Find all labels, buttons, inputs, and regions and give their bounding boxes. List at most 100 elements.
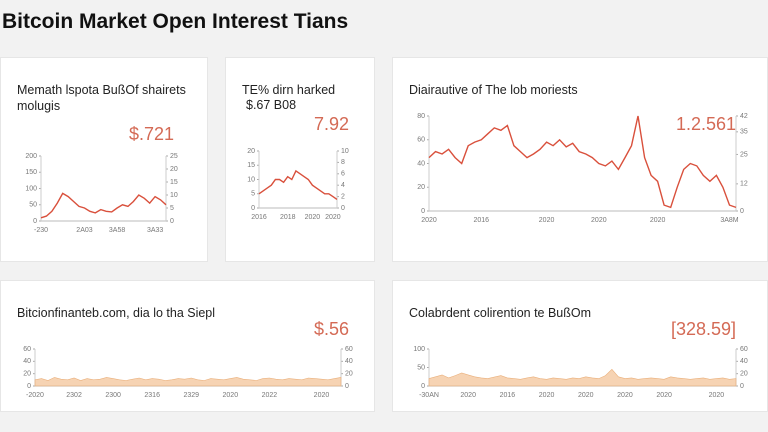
y2-tick-label: 20 — [345, 371, 353, 378]
y2-tick-label: 5 — [170, 205, 174, 212]
y2-tick-label: 40 — [740, 358, 748, 365]
card: Colabrdent colirention te BußOm [328.59] 0… — [392, 280, 768, 412]
page-title: Bitcoin Market Open Interest Tians — [2, 10, 349, 33]
x-tick-label: 2020 — [460, 392, 476, 399]
x-tick-label: 2020 — [223, 392, 239, 399]
card: Diairautive of The lob moriests 1.2.561 0 2… — [392, 57, 768, 262]
y2-tick-label: 0 — [341, 205, 345, 212]
card: TE% dirn harked $.67 B08 7.92 0 5 10 15 20 0 2 4 6 8… — [225, 57, 375, 262]
y2-tick-label: 4 — [341, 182, 345, 189]
y2-tick-label: 15 — [170, 179, 178, 186]
x-tick-label: 2022 — [262, 392, 278, 399]
x-tick-label: -30AN — [419, 392, 439, 399]
y-tick-label: 50 — [29, 202, 37, 209]
y-tick-label: 50 — [417, 364, 425, 371]
data-area — [34, 377, 342, 387]
x-tick-label: 3A58 — [109, 227, 125, 234]
y-tick-label: 15 — [247, 162, 255, 169]
x-tick-label: 2020 — [656, 392, 672, 399]
y-tick-label: 0 — [33, 218, 37, 225]
y2-tick-label: 25 — [170, 153, 178, 160]
x-tick-label: 2020 — [314, 392, 330, 399]
y2-tick-label: 35 — [740, 129, 748, 136]
card-value: [328.59] — [670, 319, 736, 339]
x-tick-label: 2329 — [183, 392, 199, 399]
chart: 0 50 100 150 200 0 5 10 15 20 25 -230 2A03 3A58 3A33 — [25, 153, 178, 234]
x-tick-label: 2A03 — [76, 227, 92, 234]
x-tick-label: 2300 — [105, 392, 121, 399]
y2-tick-label: 0 — [740, 208, 744, 215]
y-tick-label: 200 — [25, 153, 37, 160]
x-tick-label: 2020 — [539, 217, 555, 224]
x-tick-label: 2020 — [650, 217, 666, 224]
card-subtitle: $.67 B08 — [246, 98, 297, 112]
y-tick-label: 20 — [417, 184, 425, 191]
data-line — [258, 169, 338, 200]
y2-tick-label: 10 — [170, 192, 178, 199]
x-tick-label: -230 — [34, 227, 48, 234]
chart: 0 50 100 0 20 40 60 -30AN 2020 2016 2020 2020 2020 20… — [413, 346, 748, 399]
x-tick-label: 2316 — [144, 392, 160, 399]
x-tick-label: 3A8M — [720, 217, 738, 224]
x-tick-label: 2018 — [280, 214, 296, 221]
x-tick-label: 2020 — [617, 392, 633, 399]
y-tick-label: 0 — [421, 208, 425, 215]
chart: 0 5 10 15 20 0 2 4 6 8 10 2016 2018 2020 2020 — [247, 148, 349, 221]
card-title: TE% dirn harked — [242, 83, 336, 97]
y-tick-label: 60 — [417, 137, 425, 144]
x-tick-label: 3A33 — [147, 227, 163, 234]
y-tick-label: 0 — [251, 205, 255, 212]
data-line — [40, 192, 167, 219]
y-tick-label: 100 — [413, 346, 425, 353]
y2-tick-label: 0 — [170, 218, 174, 225]
y-tick-label: 5 — [251, 191, 255, 198]
y-tick-label: 150 — [25, 169, 37, 176]
y2-tick-label: 0 — [345, 383, 349, 390]
card-value: $.721 — [128, 124, 174, 144]
y2-tick-label: 42 — [740, 113, 748, 120]
data-area — [428, 368, 737, 387]
chart: 0 20 40 60 80 0 12 25 35 42 2020 2016 2020 2020 2020 3A… — [417, 113, 748, 224]
y-tick-label: 80 — [417, 113, 425, 120]
card-title: Diairautive of The lob moriests — [409, 83, 578, 97]
y-tick-label: 20 — [247, 148, 255, 155]
card-title: Memath lspota BußOf shairets molugis — [17, 83, 186, 113]
y2-tick-label: 6 — [341, 171, 345, 178]
x-tick-label: 2020 — [305, 214, 321, 221]
x-tick-label: 2020 — [709, 392, 725, 399]
y-tick-label: 60 — [23, 346, 31, 353]
y-tick-label: 20 — [23, 371, 31, 378]
y2-tick-label: 60 — [740, 346, 748, 353]
y-tick-label: 0 — [27, 383, 31, 390]
y2-tick-label: 10 — [341, 148, 349, 155]
x-tick-label: 2016 — [500, 392, 516, 399]
card: Bitcionfinanteb.com, dia lo tha Siepl $.5… — [0, 280, 375, 412]
card-value: 1.2.561 — [675, 114, 736, 134]
x-tick-label: 2020 — [539, 392, 555, 399]
y2-tick-label: 2 — [341, 193, 345, 200]
chart: 0 20 40 60 0 20 40 60 -2020 2302 2300 2316 2329 2020 2… — [23, 346, 353, 399]
card-value: 7.92 — [313, 114, 349, 134]
x-tick-label: 2020 — [421, 217, 437, 224]
y-tick-label: 100 — [25, 185, 37, 192]
y2-tick-label: 40 — [345, 358, 353, 365]
y2-tick-label: 0 — [740, 383, 744, 390]
y-tick-label: 10 — [247, 176, 255, 183]
x-tick-label: -2020 — [26, 392, 44, 399]
card: Memath lspota BußOf shairets molugis $.72… — [0, 57, 208, 262]
y2-tick-label: 20 — [740, 371, 748, 378]
card-value: $.56 — [313, 319, 349, 339]
data-line — [428, 115, 737, 209]
y2-tick-label: 25 — [740, 151, 748, 158]
card-title: Bitcionfinanteb.com, dia lo tha Siepl — [17, 306, 216, 320]
x-tick-label: 2020 — [325, 214, 341, 221]
x-tick-label: 2020 — [578, 392, 594, 399]
x-tick-label: 2016 — [473, 217, 489, 224]
y2-tick-label: 8 — [341, 159, 345, 166]
x-tick-label: 2016 — [251, 214, 267, 221]
y-tick-label: 40 — [23, 358, 31, 365]
y2-tick-label: 60 — [345, 346, 353, 353]
y2-tick-label: 12 — [740, 181, 748, 188]
card-title: Colabrdent colirention te BußOm — [409, 306, 592, 320]
